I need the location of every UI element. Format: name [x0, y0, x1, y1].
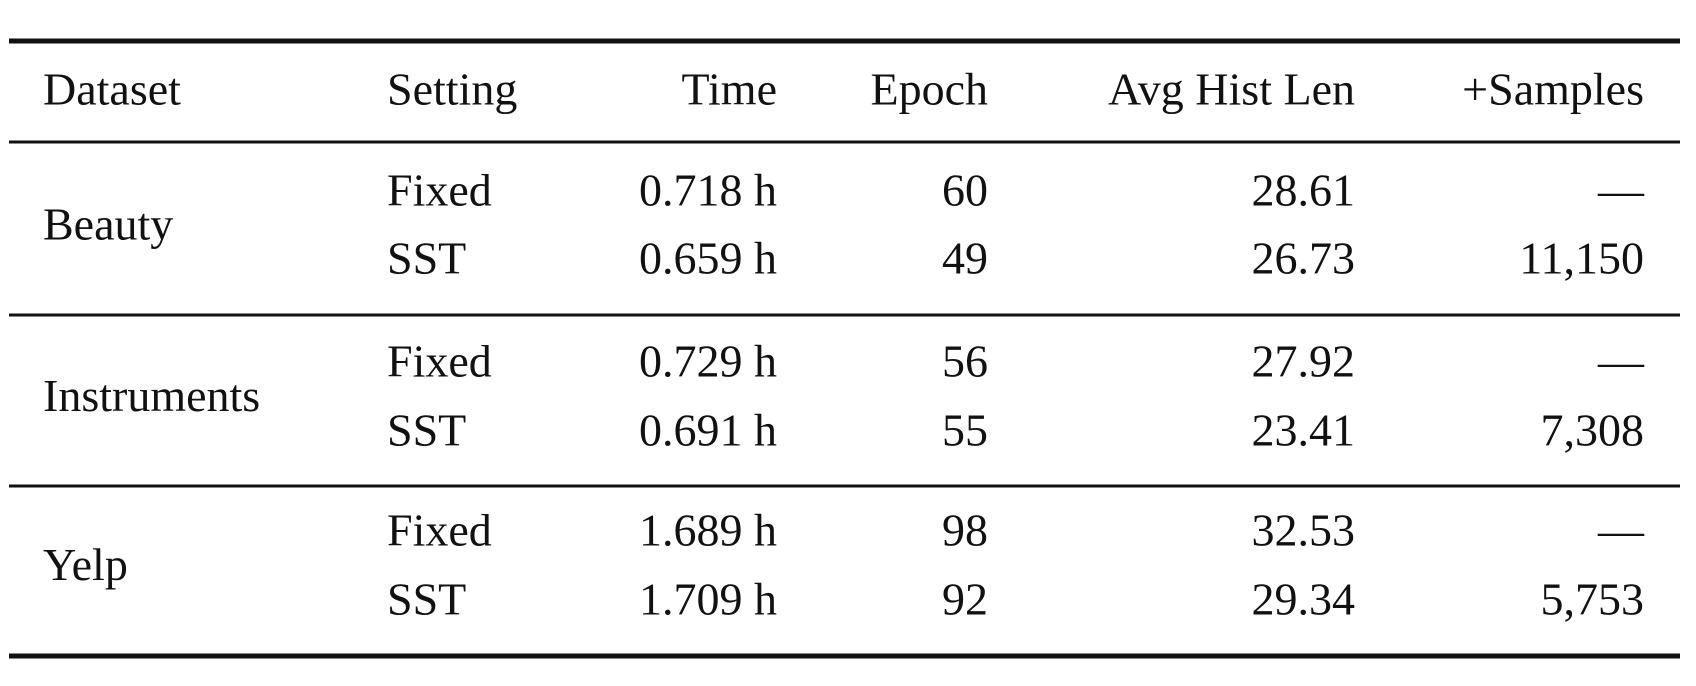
cell: —	[1597, 165, 1645, 216]
cell: Fixed	[387, 165, 492, 216]
dataset-cell: Yelp	[43, 539, 128, 590]
cell: 1.709 h	[639, 574, 777, 625]
cell: SST	[387, 574, 466, 625]
cell: 60	[942, 165, 988, 216]
cell: 23.41	[1252, 405, 1356, 456]
cell: 0.718 h	[639, 165, 777, 216]
header-cell: Epoch	[870, 64, 988, 115]
cell: SST	[387, 233, 466, 284]
cell: 0.659 h	[639, 233, 777, 284]
cell: 98	[942, 505, 988, 556]
cell: 26.73	[1252, 233, 1356, 284]
cell: 11,150	[1519, 233, 1644, 284]
cell: 49	[942, 233, 988, 284]
dataset-cell: Beauty	[43, 199, 173, 250]
cell: Fixed	[387, 336, 492, 387]
cell: 92	[942, 574, 988, 625]
cell: 56	[942, 336, 988, 387]
cell: 29.34	[1252, 574, 1356, 625]
header-cell: Setting	[387, 64, 517, 115]
cell: 1.689 h	[639, 505, 777, 556]
cell: 27.92	[1252, 336, 1356, 387]
cell: 7,308	[1541, 405, 1645, 456]
cell: —	[1597, 336, 1645, 387]
cell: 0.729 h	[639, 336, 777, 387]
header-cell: Dataset	[43, 64, 181, 115]
cell: —	[1597, 505, 1645, 556]
cell: 28.61	[1252, 165, 1356, 216]
header-cell: Avg Hist Len	[1108, 64, 1355, 115]
header-cell: +Samples	[1462, 64, 1644, 115]
cell: Fixed	[387, 505, 492, 556]
cell: SST	[387, 405, 466, 456]
dataset-cell: Instruments	[43, 370, 260, 421]
cell: 32.53	[1252, 505, 1356, 556]
cell: 55	[942, 405, 988, 456]
cell: 0.691 h	[639, 405, 777, 456]
header-cell: Time	[682, 64, 777, 115]
cell: 5,753	[1541, 574, 1645, 625]
